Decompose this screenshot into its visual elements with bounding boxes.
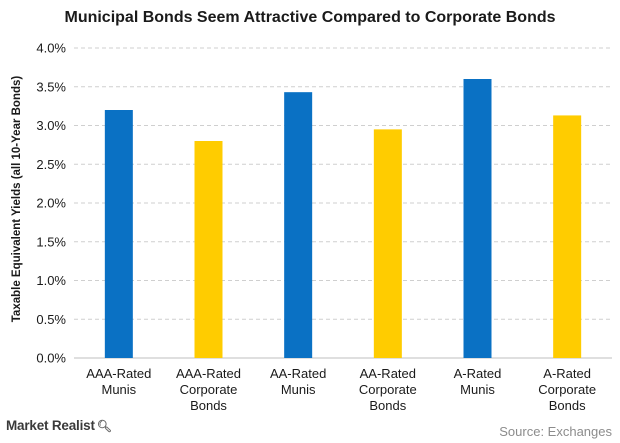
y-tick-label: 1.0% bbox=[36, 273, 66, 288]
y-tick-label: 2.0% bbox=[36, 196, 66, 211]
x-tick-label: AAA-Rated Corporate Bonds bbox=[175, 366, 242, 413]
chart-title: Municipal Bonds Seem Attractive Compared… bbox=[64, 9, 556, 26]
x-tick-label: AA-Rated Corporate Bonds bbox=[358, 366, 417, 413]
y-tick-label: 3.0% bbox=[36, 118, 66, 133]
bar bbox=[194, 141, 223, 358]
y-tick-label: 0.5% bbox=[36, 312, 66, 327]
y-tick-label: 2.5% bbox=[36, 157, 66, 172]
bar bbox=[553, 115, 582, 358]
bar bbox=[284, 92, 313, 359]
market-realist-logo: Market Realist 🔍︎ bbox=[6, 418, 112, 433]
y-tick-label: 0.0% bbox=[36, 351, 66, 366]
x-tick-label: AAA-Rated Munis bbox=[86, 366, 152, 397]
y-tick-label: 1.5% bbox=[36, 234, 66, 249]
y-tick-label: 4.0% bbox=[36, 41, 66, 56]
logo-text: Market Realist bbox=[6, 418, 95, 433]
bar bbox=[373, 129, 402, 358]
source-note: Source: Exchanges bbox=[499, 424, 612, 439]
bar bbox=[463, 79, 492, 358]
x-tick-label: AA-Rated Munis bbox=[269, 366, 327, 397]
x-tick-label: A-Rated Corporate Bonds bbox=[538, 366, 597, 413]
y-tick-label: 3.5% bbox=[36, 79, 66, 94]
magnifier-icon: 🔍︎ bbox=[96, 419, 112, 433]
bar bbox=[104, 110, 133, 358]
x-tick-label: A-Rated Munis bbox=[453, 366, 502, 397]
